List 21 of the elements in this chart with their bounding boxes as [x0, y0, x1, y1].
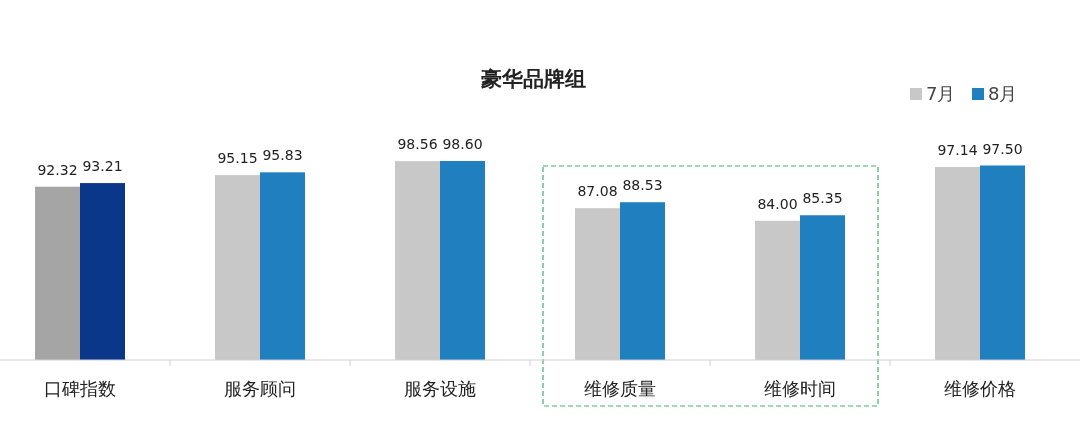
chart-title: 豪华品牌组	[479, 67, 586, 91]
data-label: 87.08	[577, 183, 618, 200]
x-tick-label: 维修质量	[584, 378, 656, 399]
x-tick-label: 服务顾问	[224, 378, 296, 399]
data-label: 98.60	[442, 136, 483, 152]
data-label: 93.21	[82, 158, 123, 175]
x-tick-label: 维修价格	[944, 378, 1016, 399]
data-label: 95.15	[217, 150, 258, 167]
legend-label: 7月	[926, 83, 956, 104]
data-label: 88.53	[622, 177, 663, 194]
data-label: 92.32	[37, 161, 78, 178]
data-label: 84.00	[757, 195, 798, 212]
data-label: 97.14	[937, 141, 978, 158]
data-label: 95.83	[262, 147, 303, 164]
data-label: 85.35	[802, 190, 843, 207]
data-label: 98.56	[397, 136, 438, 153]
x-tick-label: 服务设施	[404, 378, 476, 399]
data-label: 97.50	[982, 140, 1023, 157]
x-tick-label: 维修时间	[764, 378, 836, 399]
legend-label: 8月	[988, 83, 1018, 104]
x-tick-label: 口碑指数	[44, 378, 116, 399]
